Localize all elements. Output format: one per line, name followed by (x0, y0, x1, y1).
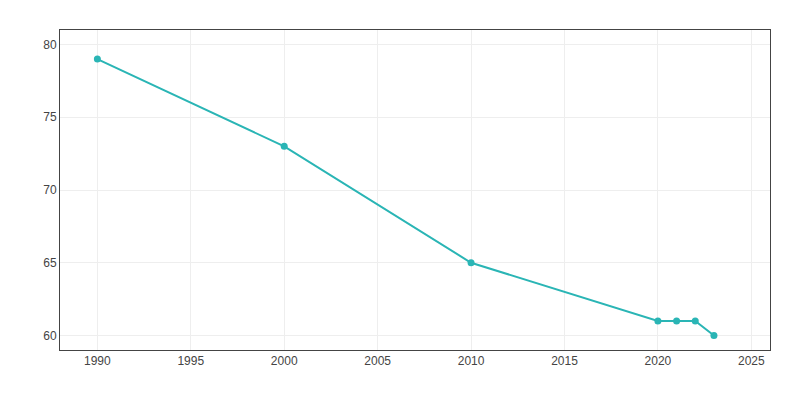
svg-text:1990: 1990 (84, 354, 111, 368)
svg-text:80: 80 (43, 38, 57, 52)
svg-text:1995: 1995 (177, 354, 204, 368)
svg-text:2015: 2015 (551, 354, 578, 368)
svg-text:65: 65 (43, 256, 57, 270)
svg-text:2000: 2000 (271, 354, 298, 368)
svg-text:75: 75 (43, 110, 57, 124)
svg-text:2005: 2005 (364, 354, 391, 368)
svg-text:2025: 2025 (738, 354, 765, 368)
svg-text:60: 60 (43, 329, 57, 343)
svg-text:2010: 2010 (458, 354, 485, 368)
svg-text:2020: 2020 (645, 354, 672, 368)
svg-text:70: 70 (43, 183, 57, 197)
